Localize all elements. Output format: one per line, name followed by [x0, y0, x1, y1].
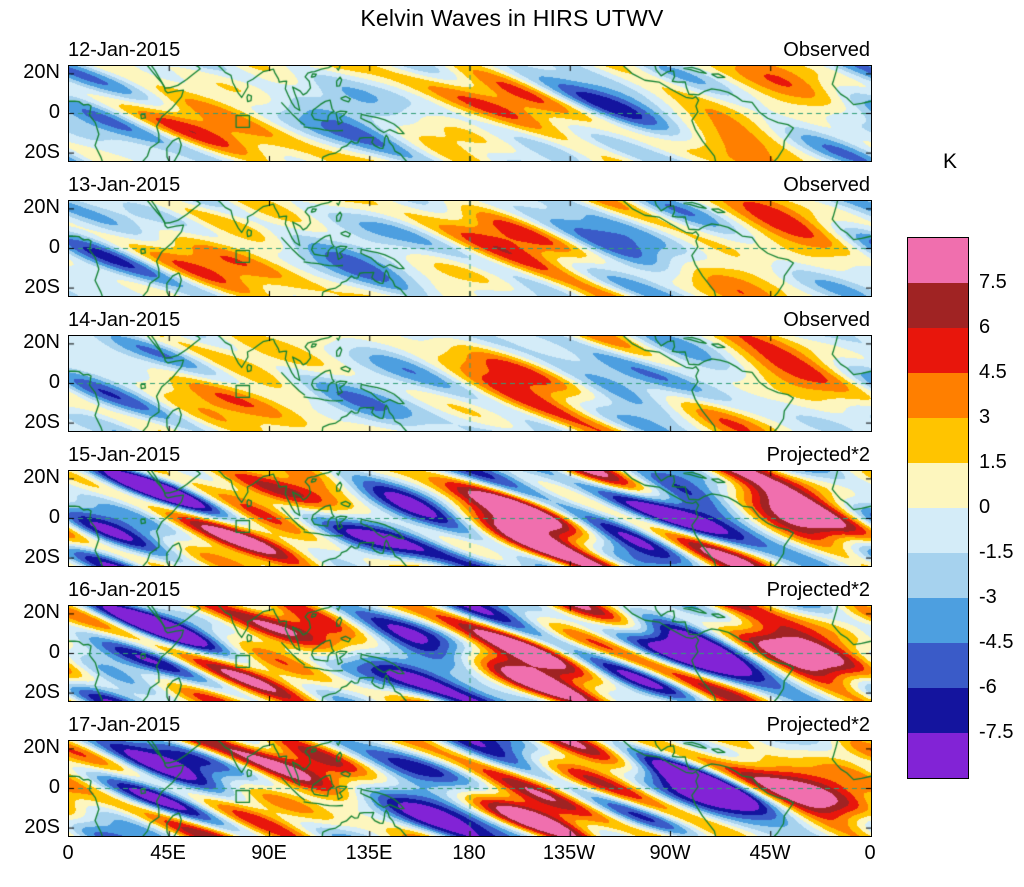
panel-source-label: Observed [783, 309, 870, 331]
panel-date-label: 15-Jan-2015 [68, 444, 181, 466]
colorbar-tick-label: -3 [979, 586, 997, 608]
colorbar-segment [908, 553, 968, 598]
map-canvas [68, 200, 872, 297]
panel-date-label: 16-Jan-2015 [68, 579, 181, 601]
lat-tick-20n: 20N [23, 61, 60, 83]
lat-tick-20n: 20N [23, 601, 60, 623]
colorbar-tick-label: 0 [979, 496, 991, 518]
panel-source-label: Projected*2 [766, 444, 870, 466]
colorbar-tick-label: -1.5 [979, 541, 1014, 563]
map-panel: 13-Jan-2015 Observed 20N 0 20S [23, 174, 872, 298]
x-axis-tick-label: 0 [62, 842, 74, 864]
colorbar-unit-label: K [942, 150, 957, 173]
colorbar-segment [908, 373, 968, 418]
lat-tick-0: 0 [48, 101, 60, 123]
lat-tick-0: 0 [48, 506, 60, 528]
panel-date-label: 14-Jan-2015 [68, 309, 181, 331]
lat-tick-20s: 20S [24, 546, 60, 568]
lat-tick-0: 0 [48, 641, 60, 663]
colorbar-tick-label: -6 [979, 676, 997, 698]
map-panel: 12-Jan-2015 Observed 20N 0 20S [23, 39, 872, 163]
x-axis-tick-label: 45E [150, 842, 186, 864]
colorbar [907, 237, 969, 779]
map-panel: 14-Jan-2015 Observed 20N 0 20S [23, 309, 872, 433]
panel-source-label: Observed [783, 174, 870, 196]
map-panel: 16-Jan-2015 Projected*2 20N 0 20S [23, 579, 872, 703]
panel-source-label: Observed [783, 39, 870, 61]
colorbar-segment [908, 238, 968, 283]
lat-tick-0: 0 [48, 371, 60, 393]
colorbar-segment [908, 508, 968, 553]
x-axis-tick-label: 90W [649, 842, 691, 864]
colorbar-tick-label: 6 [979, 316, 991, 338]
colorbar-tick-label: 1.5 [979, 451, 1007, 473]
panel-source-label: Projected*2 [766, 579, 870, 601]
colorbar-tick-label: 3 [979, 406, 991, 428]
panel-date-label: 12-Jan-2015 [68, 39, 181, 61]
colorbar-segment [908, 598, 968, 643]
colorbar-tick-label: 7.5 [979, 271, 1007, 293]
colorbar-tick-label: 4.5 [979, 361, 1007, 383]
figure-title: Kelvin Waves in HIRS UTWV [360, 5, 664, 31]
colorbar-segment [908, 463, 968, 508]
colorbar-tick-label: -7.5 [979, 721, 1014, 743]
lat-tick-20s: 20S [24, 681, 60, 703]
colorbar-segment [908, 418, 968, 463]
map-canvas [68, 470, 872, 567]
map-canvas [68, 740, 872, 837]
colorbar-segment [908, 643, 968, 688]
map-panel: 17-Jan-2015 Projected*2 20N 0 20S [23, 714, 872, 838]
panel-date-label: 17-Jan-2015 [68, 714, 181, 736]
x-axis-tick-label: 180 [452, 842, 486, 864]
colorbar-segment [908, 283, 968, 328]
lat-tick-0: 0 [48, 776, 60, 798]
map-panel: 15-Jan-2015 Projected*2 20N 0 20S [23, 444, 872, 568]
x-axis-tick-label: 90E [251, 842, 287, 864]
lat-tick-20s: 20S [24, 276, 60, 298]
colorbar-segment [908, 328, 968, 373]
lat-tick-20n: 20N [23, 466, 60, 488]
panel-source-label: Projected*2 [766, 714, 870, 736]
x-axis-tick-label: 0 [864, 842, 876, 864]
colorbar-segment [908, 688, 968, 733]
map-canvas [68, 605, 872, 702]
map-canvas [68, 65, 872, 162]
lat-tick-20s: 20S [24, 141, 60, 163]
x-axis-tick-label: 45W [749, 842, 791, 864]
colorbar-segment [908, 733, 968, 778]
lat-tick-20n: 20N [23, 331, 60, 353]
x-axis-tick-label: 135W [542, 842, 596, 864]
lat-tick-20n: 20N [23, 196, 60, 218]
colorbar-tick-label: -4.5 [979, 631, 1014, 653]
lat-tick-0: 0 [48, 236, 60, 258]
lat-tick-20s: 20S [24, 816, 60, 838]
lat-tick-20s: 20S [24, 411, 60, 433]
x-axis-tick-label: 135E [345, 842, 393, 864]
map-canvas [68, 335, 872, 432]
lat-tick-20n: 20N [23, 736, 60, 758]
panel-date-label: 13-Jan-2015 [68, 174, 181, 196]
